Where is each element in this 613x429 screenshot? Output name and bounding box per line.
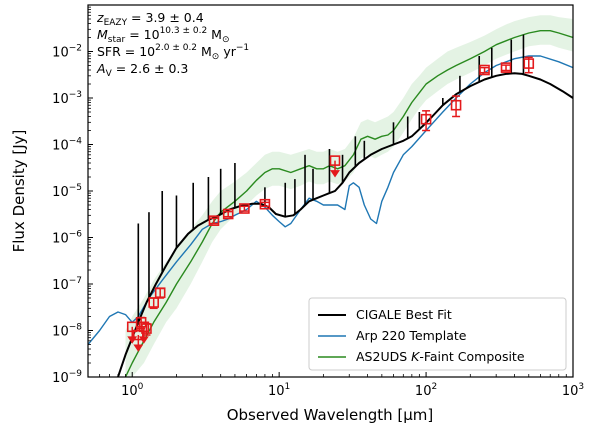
y-tick-label: 10−2 bbox=[52, 44, 82, 61]
y-tick-label: 10−5 bbox=[52, 183, 82, 200]
detection-marker bbox=[259, 198, 271, 210]
detection-point-12 bbox=[523, 56, 535, 74]
detection-marker bbox=[154, 287, 166, 298]
detection-marker bbox=[450, 99, 462, 111]
y-axis-label: Flux Density [Jy] bbox=[10, 130, 28, 253]
detection-marker bbox=[523, 58, 535, 69]
detection-marker bbox=[479, 64, 490, 76]
x-axis-label: Observed Wavelength [μm] bbox=[227, 406, 434, 424]
legend-label-1: Arp 220 Template bbox=[356, 328, 467, 343]
x-tick-label: 103 bbox=[562, 382, 584, 399]
annotation-line-3: AV = 2.6 ± 0.3 bbox=[96, 61, 188, 79]
upper-limit-2 bbox=[138, 321, 150, 344]
detection-point-10 bbox=[479, 64, 490, 76]
detection-point-6 bbox=[239, 203, 250, 214]
y-tick-label: 10−3 bbox=[52, 90, 82, 107]
detection-marker bbox=[141, 323, 152, 334]
detection-point-4 bbox=[208, 215, 220, 226]
x-tick-label: 102 bbox=[415, 382, 437, 399]
legend-label-0: CIGALE Best Fit bbox=[356, 307, 452, 322]
y-tick-label: 10−8 bbox=[52, 323, 82, 340]
y-tick-label: 10−4 bbox=[52, 137, 82, 154]
detection-marker bbox=[222, 208, 234, 220]
annotation-line-2: SFR = 102.0 ± 0.2 M⊙ yr−1 bbox=[97, 43, 249, 62]
legend-box bbox=[308, 297, 567, 371]
detection-point-5 bbox=[222, 208, 234, 220]
limit-marker bbox=[133, 329, 144, 341]
detection-marker bbox=[239, 203, 250, 214]
photometry-points-layer bbox=[126, 56, 535, 352]
limit-arrow bbox=[330, 170, 340, 178]
detection-point-8 bbox=[420, 110, 432, 132]
y-tick-label: 10−6 bbox=[52, 230, 82, 247]
detection-point-11 bbox=[500, 62, 512, 73]
series-line-2 bbox=[124, 30, 573, 377]
detection-marker bbox=[208, 215, 220, 226]
limit-marker bbox=[126, 321, 138, 333]
limit-arrow bbox=[133, 344, 144, 352]
x-tick-label: 100 bbox=[121, 382, 144, 399]
detection-point-3 bbox=[154, 287, 166, 299]
x-tick-label: 101 bbox=[268, 382, 290, 399]
limit-marker bbox=[329, 155, 341, 166]
detection-marker bbox=[500, 62, 512, 73]
detection-marker bbox=[420, 113, 432, 125]
y-tick-label: 10−7 bbox=[52, 276, 82, 293]
upper-limit-3 bbox=[329, 155, 341, 178]
limit-marker bbox=[138, 321, 150, 333]
limit-arrow bbox=[138, 336, 149, 344]
annotation-line-1: Mstar = 1010.3 ± 0.2 M⊙ bbox=[97, 26, 230, 45]
detection-point-7 bbox=[259, 198, 271, 210]
annotation-line-0: zEAZY = 3.9 ± 0.4 bbox=[96, 10, 204, 28]
legend: CIGALE Best Fit Arp 220 Template AS2UDS K-… bbox=[308, 297, 567, 371]
detection-marker bbox=[148, 297, 159, 308]
upper-limit-1 bbox=[133, 329, 144, 352]
legend-label-2: AS2UDS K-Faint Composite bbox=[356, 349, 525, 364]
detection-point-9 bbox=[450, 95, 462, 118]
y-tick-label: 10−9 bbox=[52, 369, 82, 386]
